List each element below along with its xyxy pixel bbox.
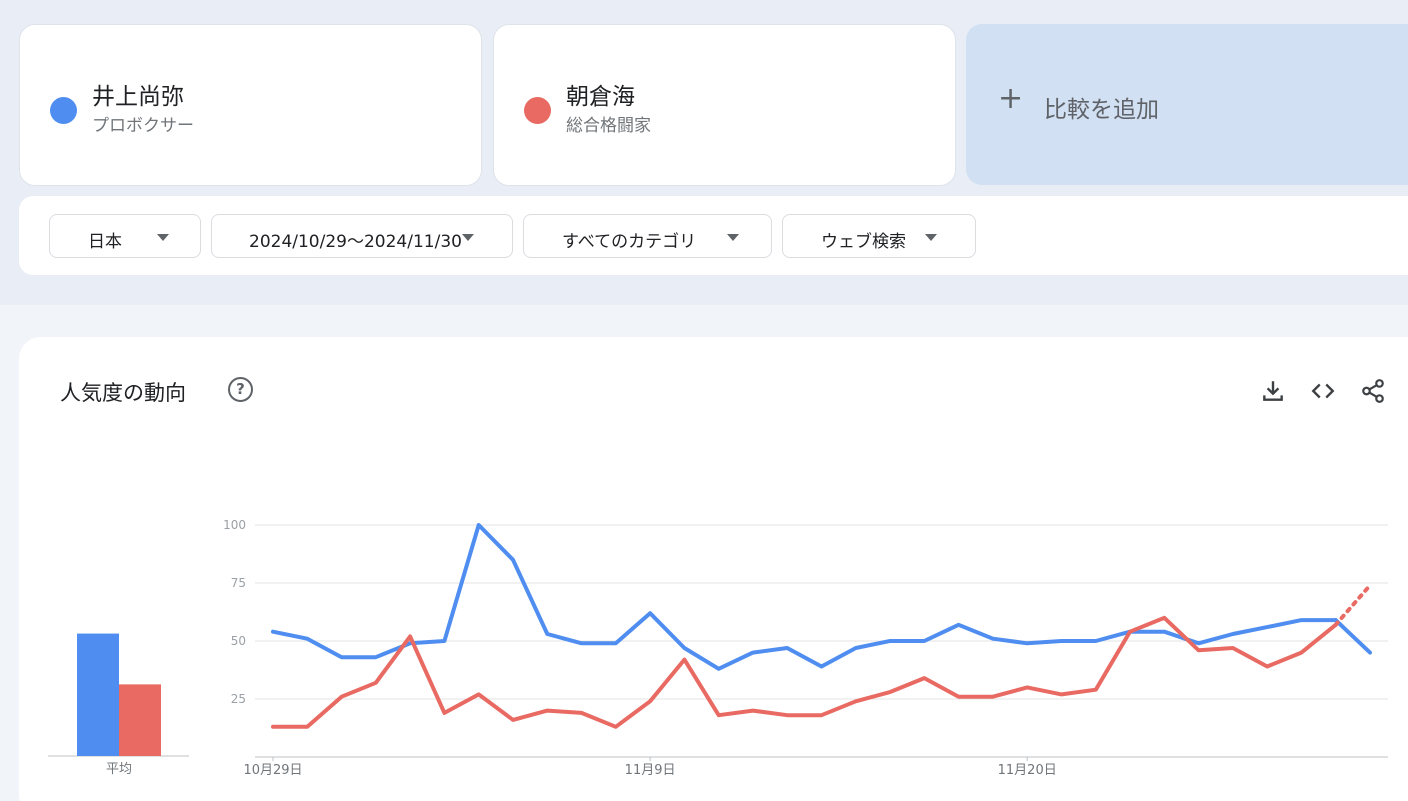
average-bar-2 bbox=[119, 684, 161, 756]
x-tick-label: 11月20日 bbox=[998, 763, 1057, 778]
add-comparison-button[interactable]: + 比較を追加 bbox=[966, 24, 1408, 185]
chevron-down-icon bbox=[157, 234, 169, 241]
term-card-2[interactable]: 朝倉海 総合格闘家 bbox=[493, 24, 956, 186]
term-name-2: 朝倉海 bbox=[566, 84, 635, 110]
add-comparison-label: 比較を追加 bbox=[1044, 97, 1159, 123]
x-tick-label: 11月9日 bbox=[625, 763, 676, 778]
term-type-1: プロボクサー bbox=[92, 116, 194, 136]
embed-code-icon[interactable] bbox=[1310, 378, 1336, 404]
term-card-1[interactable]: 井上尚弥 プロボクサー bbox=[19, 24, 482, 186]
category-value: すべてのカテゴリ bbox=[562, 232, 697, 252]
search-type-dropdown[interactable]: ウェブ検索 bbox=[782, 214, 976, 258]
share-icon[interactable] bbox=[1360, 378, 1386, 404]
help-icon[interactable]: ? bbox=[228, 377, 253, 402]
term-type-2: 総合格闘家 bbox=[566, 116, 651, 136]
term-color-dot-1 bbox=[50, 97, 77, 124]
series-line-1 bbox=[271, 523, 1338, 671]
download-icon[interactable] bbox=[1260, 378, 1286, 404]
y-tick-label: 25 bbox=[231, 692, 246, 706]
plus-icon: + bbox=[998, 81, 1024, 116]
category-dropdown[interactable]: すべてのカテゴリ bbox=[523, 214, 772, 258]
x-tick-label: 10月29日 bbox=[243, 763, 302, 778]
y-tick-label: 75 bbox=[231, 576, 246, 590]
search-type-value: ウェブ検索 bbox=[821, 232, 906, 252]
y-tick-label: 100 bbox=[223, 518, 246, 532]
filter-bar: 日本 2024/10/29～2024/11/30 すべてのカテゴリ ウェブ検索 bbox=[19, 196, 1408, 275]
series-partial-segment-2 bbox=[1333, 583, 1372, 627]
average-bar-1 bbox=[77, 633, 119, 756]
period-value: 2024/10/29～2024/11/30 bbox=[249, 232, 462, 252]
chevron-down-icon bbox=[727, 234, 739, 241]
region-dropdown[interactable]: 日本 bbox=[49, 214, 201, 258]
region-value: 日本 bbox=[88, 232, 122, 252]
chevron-down-icon bbox=[925, 234, 937, 241]
average-label: 平均 bbox=[106, 762, 132, 777]
series-line-2 bbox=[271, 615, 1338, 729]
term-name-1: 井上尚弥 bbox=[92, 84, 184, 110]
interest-over-time-card: 人気度の動向 ? bbox=[19, 337, 1408, 801]
chevron-down-icon bbox=[462, 234, 474, 241]
series-partial-segment-1 bbox=[1333, 618, 1372, 655]
term-color-dot-2 bbox=[524, 97, 551, 124]
period-dropdown[interactable]: 2024/10/29～2024/11/30 bbox=[211, 214, 513, 258]
y-tick-label: 50 bbox=[231, 634, 246, 648]
chart-title: 人気度の動向 bbox=[60, 381, 186, 405]
